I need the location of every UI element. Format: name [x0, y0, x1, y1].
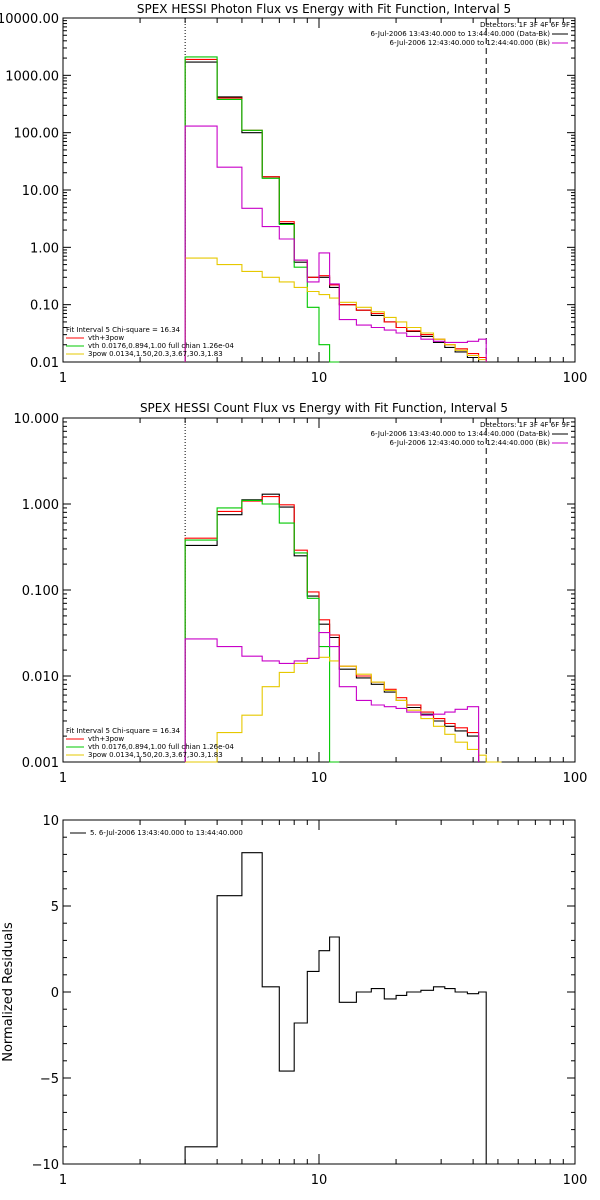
panel-count-flux: SPEX HESSI Count Flux vs Energy with Fit…: [14, 401, 588, 786]
count-legend-fit-label: vth+3pow: [88, 735, 124, 743]
count-series-4: [184, 632, 480, 762]
count-ytick-label: 10.000: [14, 412, 60, 427]
photon-xtick-label: 100: [563, 371, 588, 386]
photon-ytick-label: 10.00: [22, 184, 59, 199]
photon-series-2: [184, 56, 340, 363]
panel-photon-legend-right: Detectors: 1F 3F 4F 6F 9F 6-Jul-2006 13:…: [371, 21, 570, 47]
panel-photon-legend-left: Fit Interval 5 Chi-square = 16.34 vth+3p…: [66, 326, 234, 358]
residuals-ytick-label: 5: [51, 900, 59, 915]
photon-series-0: [184, 61, 487, 363]
panel-count-title: SPEX HESSI Count Flux vs Energy with Fit…: [140, 401, 508, 415]
photon-series-4: [184, 125, 487, 362]
residuals-xtick-label: 100: [563, 1173, 588, 1188]
photon-series-1: [184, 58, 487, 362]
count-legend-vth-label: vth 0.0176,0.894,1.00 full chian 1.26e-0…: [88, 743, 234, 751]
photon-legend-bk: 6-Jul-2006 12:43:40.000 to 12:44:40.000 …: [390, 39, 551, 47]
count-xtick-label: 10: [311, 771, 328, 786]
photon-series-3: [184, 257, 487, 362]
count-xtick-label: 1: [59, 771, 67, 786]
residuals-series-0: [184, 852, 487, 1164]
photon-legend-3pow-label: 3pow 0.0134,1.50,20.3,3.67,30.3,1.83: [88, 350, 223, 358]
residuals-xtick-label: 10: [311, 1173, 328, 1188]
residuals-ytick-label: 10: [42, 814, 59, 829]
photon-legend-detectors: Detectors: 1F 3F 4F 6F 9F: [480, 21, 570, 29]
residuals-ytick-label: 0: [51, 986, 59, 1001]
count-ytick-label: 0.010: [22, 670, 59, 685]
count-ytick-label: 0.100: [22, 584, 59, 599]
panel-photon-title: SPEX HESSI Photon Flux vs Energy with Fi…: [137, 2, 511, 16]
residuals-legend-label: 5. 6-Jul-2006 13:43:40.000 to 13:44:40.0…: [90, 829, 243, 837]
count-legend-bk: 6-Jul-2006 12:43:40.000 to 12:44:40.000 …: [390, 439, 551, 447]
residuals-ylabel: Normalized Residuals: [1, 922, 16, 1062]
panel-residuals: Normalized Residuals 10 5 0 −5 −10 1 10 100 5.…: [1, 814, 587, 1188]
count-legend-data-bk: 6-Jul-2006 13:43:40.000 to 13:44:40.000 …: [371, 430, 551, 438]
panel-residuals-frame: [62, 819, 576, 1165]
panel-count-legend-right: Detectors: 1F 3F 4F 6F 9F 6-Jul-2006 13:…: [371, 421, 570, 447]
panel-count-frame: [62, 417, 576, 763]
photon-xtick-label: 1: [59, 371, 67, 386]
photon-ytick-label: 0.10: [30, 299, 59, 314]
panel-residuals-legend: 5. 6-Jul-2006 13:43:40.000 to 13:44:40.0…: [70, 829, 243, 837]
residuals-xtick-label: 1: [59, 1173, 67, 1188]
photon-ytick-label: 100.00: [14, 127, 60, 142]
photon-xtick-label: 10: [311, 371, 328, 386]
count-legend-detectors: Detectors: 1F 3F 4F 6F 9F: [480, 421, 570, 429]
photon-legend-data-bk: 6-Jul-2006 13:43:40.000 to 13:44:40.000 …: [371, 30, 551, 38]
count-legend-fit-header: Fit Interval 5 Chi-square = 16.34: [66, 727, 181, 735]
count-series-1: [184, 496, 480, 762]
photon-legend-fit-header: Fit Interval 5 Chi-square = 16.34: [66, 326, 181, 334]
photon-ytick-label: 1000.00: [5, 69, 59, 84]
residuals-ytick-label: −10: [32, 1158, 59, 1173]
photon-legend-vth-label: vth 0.0176,0.894,1.00 full chian 1.26e-0…: [88, 342, 234, 350]
photon-ytick-label: 1.00: [30, 241, 59, 256]
count-legend-3pow-label: 3pow 0.0134,1.50,20.3,3.67,30.3,1.83: [88, 751, 223, 759]
photon-ytick-label: 10000.00: [0, 12, 59, 27]
photon-legend-fit-label: vth+3pow: [88, 334, 124, 342]
residuals-ytick-label: −5: [40, 1072, 59, 1087]
count-series-3: [185, 656, 502, 763]
count-ytick-label: 0.001: [22, 756, 59, 771]
count-series-0: [184, 493, 480, 762]
count-series-2: [184, 499, 340, 763]
panel-count-legend-left: Fit Interval 5 Chi-square = 16.34 vth+3p…: [66, 727, 234, 759]
photon-ytick-label: 0.01: [30, 356, 59, 371]
panel-photon-flux: SPEX HESSI Photon Flux vs Energy with Fi…: [0, 2, 587, 386]
count-ytick-label: 1.000: [22, 498, 59, 513]
count-xtick-label: 100: [563, 771, 588, 786]
